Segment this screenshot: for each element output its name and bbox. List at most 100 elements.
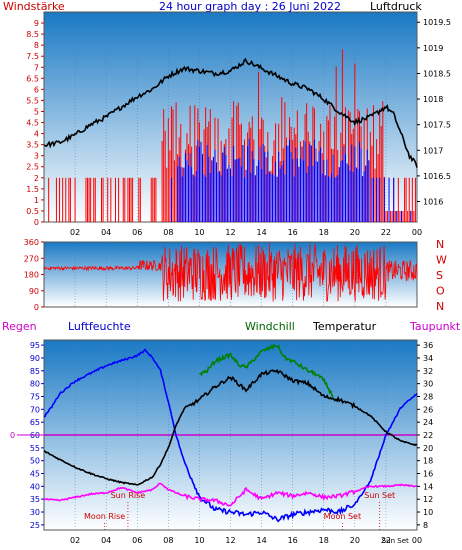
hour-tick-label: 22 — [381, 228, 391, 237]
temp-tick-label: 30 — [423, 380, 433, 389]
wind-tick-label: 4.5 — [26, 119, 39, 128]
sun-set-bottom-label: Sun Set — [382, 537, 409, 545]
direction-tick-label: 360 — [24, 238, 39, 247]
regen-label: Regen — [2, 320, 37, 333]
sun-rise-label: Sun Rise — [111, 491, 146, 500]
pressure-tick-label: 1017 — [423, 146, 443, 155]
temp-tick-label: 34 — [423, 354, 433, 363]
humidity-tick-label: 25 — [30, 521, 40, 530]
temp-tick-label: 32 — [423, 367, 433, 376]
humidity-tick-label: 35 — [30, 495, 40, 504]
wind-tick-label: 5 — [34, 107, 39, 116]
hour-tick-label: 02 — [70, 536, 80, 545]
temp-tick-label: 36 — [423, 341, 433, 350]
wind-tick-label: 7 — [34, 63, 39, 72]
wind-tick-label: 6 — [34, 85, 39, 94]
hour-tick-label: 20 — [350, 536, 360, 545]
pressure-tick-label: 1016.5 — [423, 172, 451, 181]
hour-tick-label: 08 — [163, 228, 173, 237]
hour-tick-label: 22 — [381, 536, 391, 545]
hour-tick-label: 10 — [194, 228, 204, 237]
pressure-tick-label: 1019.5 — [423, 18, 451, 27]
hour-tick-label: 00 — [412, 536, 422, 545]
hour-tick-label: 04 — [101, 228, 111, 237]
pressure-tick-label: 1016 — [423, 198, 443, 207]
direction-tick-label: 180 — [24, 271, 39, 280]
humidity-tick-label: 30 — [30, 508, 40, 517]
humidity-tick-label: 40 — [30, 482, 40, 491]
windstaerke-label: Windstärke — [3, 0, 65, 13]
hour-tick-label: 08 — [163, 536, 173, 545]
temp-tick-label: 8 — [423, 521, 428, 530]
direction-tick-label: 270 — [24, 254, 39, 263]
hour-tick-label: 16 — [288, 536, 298, 545]
windchill-line — [199, 343, 334, 398]
hour-tick-label: 12 — [225, 228, 235, 237]
chart-title: 24 hour graph day : 26 Juni 2022 — [159, 0, 341, 13]
temp-tick-label: 22 — [423, 431, 433, 440]
hour-tick-label: 06 — [132, 536, 142, 545]
direction-letter: N — [436, 300, 444, 313]
direction-tick-label: 0 — [34, 303, 39, 312]
hour-tick-label: 16 — [288, 228, 298, 237]
moon-set-label: Moon Set — [324, 512, 361, 521]
hour-tick-label: 00 — [412, 228, 422, 237]
direction-letter: W — [436, 254, 447, 267]
moon-rise-label: Moon Rise — [84, 512, 125, 521]
wind-tick-label: 2 — [34, 174, 39, 183]
humidity-tick-label: 75 — [30, 392, 40, 401]
humidity-tick-label: 85 — [30, 367, 40, 376]
windchill-label: Windchill — [245, 320, 295, 333]
taupunkt-line — [43, 482, 418, 507]
humidity-tick-label: 70 — [30, 405, 40, 414]
wind-tick-label: 9 — [34, 19, 39, 28]
humidity-tick-label: 45 — [30, 470, 40, 479]
temp-tick-label: 12 — [423, 495, 433, 504]
pressure-tick-label: 1018.5 — [423, 69, 451, 78]
luftdruck-label: Luftdruck — [370, 0, 422, 13]
temperatur-line — [43, 368, 418, 486]
hour-tick-label: 20 — [350, 228, 360, 237]
luftfeuchte-line — [43, 348, 418, 523]
direction-letter: S — [436, 269, 443, 282]
wind-tick-label: 1 — [34, 196, 39, 205]
regen-tick-label: 0 — [10, 431, 15, 440]
wind-direction-line — [43, 243, 418, 303]
temp-tick-label: 20 — [423, 444, 433, 453]
taupunkt-label: Taupunkt — [409, 320, 461, 333]
hour-tick-label: 14 — [256, 536, 266, 545]
wind-tick-label: 0 — [34, 218, 39, 227]
wind-tick-label: 2.5 — [26, 163, 39, 172]
wind-tick-label: 6.5 — [26, 74, 39, 83]
hour-tick-label: 18 — [319, 228, 329, 237]
pressure-line — [43, 57, 418, 168]
direction-letter: O — [436, 285, 445, 298]
wind-tick-label: 8 — [34, 41, 39, 50]
wind-tick-label: 5.5 — [26, 96, 39, 105]
pressure-tick-label: 1018 — [423, 95, 443, 104]
hour-tick-label: 10 — [194, 536, 204, 545]
humidity-tick-label: 55 — [30, 444, 40, 453]
temp-tick-label: 24 — [423, 418, 433, 427]
temp-tick-label: 16 — [423, 470, 433, 479]
humidity-tick-label: 90 — [30, 354, 40, 363]
wind-tick-label: 4 — [34, 130, 39, 139]
hour-tick-label: 02 — [70, 228, 80, 237]
temp-tick-label: 10 — [423, 508, 433, 517]
temperatur-label: Temperatur — [312, 320, 377, 333]
humidity-tick-label: 80 — [30, 380, 40, 389]
luftfeuchte-label: Luftfeuchte — [68, 320, 131, 333]
wind-tick-label: 3.5 — [26, 141, 39, 150]
direction-letter: N — [436, 238, 444, 251]
direction-tick-label: 90 — [29, 287, 39, 296]
pressure-tick-label: 1019 — [423, 44, 443, 53]
hour-tick-label: 12 — [225, 536, 235, 545]
humidity-tick-label: 50 — [30, 457, 40, 466]
wind-tick-label: 0.5 — [26, 207, 39, 216]
hour-tick-label: 06 — [132, 228, 142, 237]
pressure-tick-label: 1017.5 — [423, 121, 451, 130]
humidity-tick-label: 65 — [30, 418, 40, 427]
wind-tick-label: 3 — [34, 152, 39, 161]
